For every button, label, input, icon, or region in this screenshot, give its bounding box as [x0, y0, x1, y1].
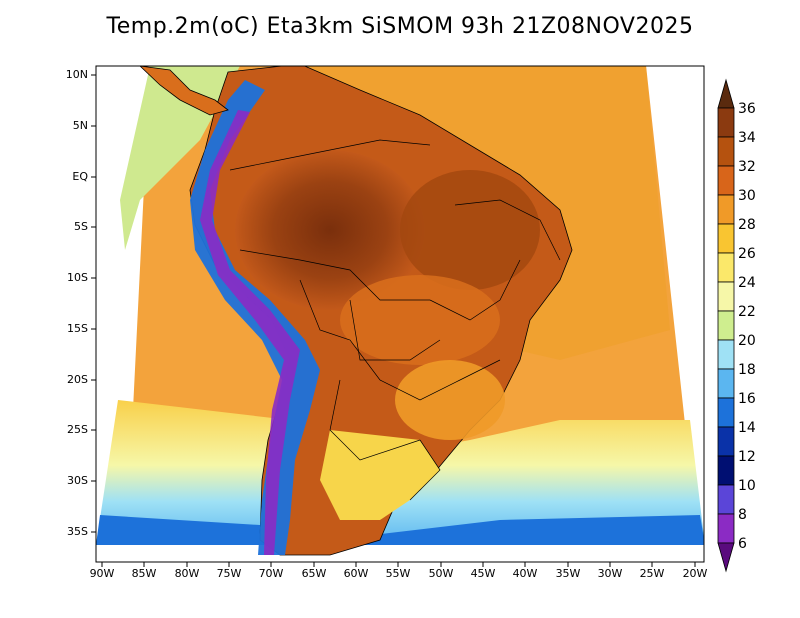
- colorbar-swatch: [717, 281, 735, 312]
- colorbar-swatch: [717, 426, 735, 457]
- lon-label-70w: 70W: [258, 567, 284, 580]
- lon-label-90w: 90W: [89, 567, 115, 580]
- colorbar-swatch: [717, 368, 735, 399]
- andes-coldest-band: [200, 110, 300, 555]
- colorbar-swatch: [717, 397, 735, 428]
- lat-label-30s: 30S: [67, 474, 88, 487]
- colorbar-label-22: 22: [738, 304, 756, 320]
- colorbar-label-36: 36: [738, 101, 756, 117]
- colorbar-label-12: 12: [738, 449, 756, 465]
- lat-label-eq: EQ: [72, 170, 88, 183]
- map-title: Temp.2m(oC) Eta3km SiSMOM 93h 21Z08NOV20…: [106, 14, 694, 39]
- colorbar-swatch: [717, 223, 735, 254]
- lat-label-5n: 5N: [72, 119, 88, 132]
- lat-label-15s: 15S: [67, 322, 88, 335]
- lon-label-35w: 35W: [555, 567, 581, 580]
- lon-label-50w: 50W: [428, 567, 454, 580]
- central-america-land: [139, 66, 229, 116]
- lon-label-55w: 55W: [385, 567, 411, 580]
- lon-label-20w: 20W: [682, 567, 708, 580]
- colorbar-label-24: 24: [738, 275, 756, 291]
- colorbar-label-30: 30: [738, 188, 756, 204]
- colorbar-swatch: [717, 513, 735, 544]
- plot-frame: [95, 65, 705, 563]
- colorbar-swatch: [717, 136, 735, 167]
- country-borders: [229, 139, 561, 501]
- lat-label-10n: 10N: [65, 68, 88, 81]
- colorbar-swatch: [717, 165, 735, 196]
- colorbar-label-10: 10: [738, 478, 756, 494]
- lon-label-85w: 85W: [131, 567, 157, 580]
- lat-label-35s: 35S: [67, 525, 88, 538]
- colorbar-label-18: 18: [738, 362, 756, 378]
- colorbar-label-26: 26: [738, 246, 756, 262]
- colorbar-swatch: [717, 339, 735, 370]
- southeast-warm: [395, 360, 505, 440]
- colorbar-label-16: 16: [738, 391, 756, 407]
- colorbar-label-20: 20: [738, 333, 756, 349]
- lon-label-65w: 65W: [301, 567, 327, 580]
- lon-label-45w: 45W: [470, 567, 496, 580]
- lon-tick-marks: [101, 562, 696, 567]
- lon-label-25w: 25W: [639, 567, 665, 580]
- colorbar-label-14: 14: [738, 420, 756, 436]
- lon-label-75w: 75W: [216, 567, 242, 580]
- lon-label-60w: 60W: [343, 567, 369, 580]
- colorbar-swatch: [717, 484, 735, 515]
- colorbar-bottom-arrow: [717, 542, 735, 573]
- colorbar-label-6: 6: [738, 536, 747, 552]
- lon-label-30w: 30W: [597, 567, 623, 580]
- colorbar: [717, 78, 735, 573]
- colorbar-label-28: 28: [738, 217, 756, 233]
- southern-cone-mild: [320, 430, 440, 520]
- far-south-cold: [96, 515, 704, 545]
- central-brazil-warm: [340, 275, 500, 365]
- lon-label-40w: 40W: [512, 567, 538, 580]
- colorbar-swatch: [717, 310, 735, 341]
- colorbar-label-8: 8: [738, 507, 747, 523]
- lat-label-25s: 25S: [67, 423, 88, 436]
- lat-label-20s: 20S: [67, 373, 88, 386]
- lat-tick-marks: [91, 74, 96, 533]
- colorbar-swatch: [717, 194, 735, 225]
- colorbar-label-32: 32: [738, 159, 756, 175]
- colorbar-swatch: [717, 107, 735, 138]
- colorbar-top-arrow: [717, 78, 735, 109]
- lat-label-5s: 5S: [74, 220, 88, 233]
- amazon-hot-core: [235, 150, 425, 310]
- colorbar-swatch: [717, 455, 735, 486]
- lon-label-80w: 80W: [174, 567, 200, 580]
- colorbar-swatch: [717, 252, 735, 283]
- colorbar-label-34: 34: [738, 130, 756, 146]
- lat-label-10s: 10S: [67, 271, 88, 284]
- northeast-hot-region: [400, 170, 540, 290]
